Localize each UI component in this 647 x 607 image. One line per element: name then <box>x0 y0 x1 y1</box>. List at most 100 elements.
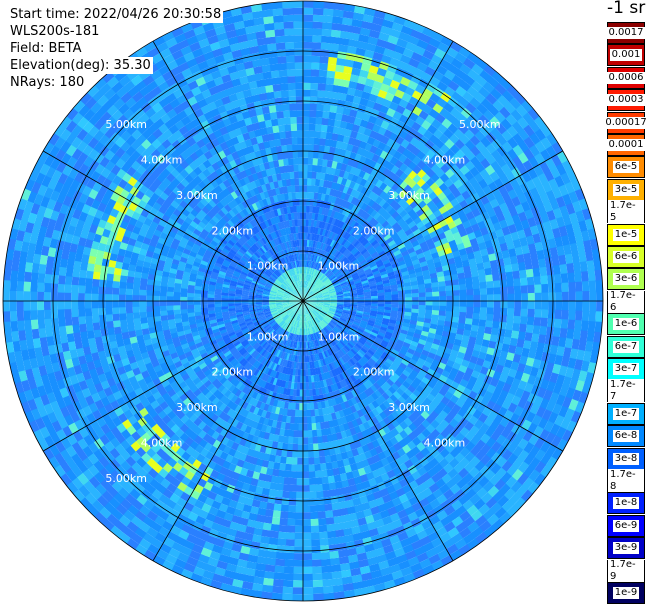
range-gate-cell <box>322 251 327 259</box>
range-gate-cell <box>352 12 365 22</box>
range-gate-cell <box>291 457 298 465</box>
range-gate-cell <box>556 245 565 257</box>
range-gate-cell <box>559 328 568 339</box>
range-gate-cell <box>375 187 384 197</box>
range-gate-cell <box>332 126 341 135</box>
range-gate-cell <box>460 340 469 349</box>
range-gate-cell <box>410 212 420 222</box>
range-gate-cell <box>424 221 434 230</box>
range-gate-cell <box>345 275 353 281</box>
range-gate-cell <box>385 204 394 213</box>
range-gate-cell <box>431 196 442 206</box>
range-gate-cell <box>391 304 399 308</box>
range-gate-cell <box>303 116 310 124</box>
range-gate-cell <box>308 292 314 297</box>
range-gate-cell <box>303 82 312 90</box>
range-gate-cell <box>396 339 405 346</box>
range-gate-cell <box>568 378 579 391</box>
range-gate-cell <box>297 444 303 452</box>
range-gate-cell <box>435 329 444 336</box>
range-gate-cell <box>306 288 310 295</box>
range-gate-cell <box>383 285 391 290</box>
range-gate-cell <box>341 286 349 290</box>
range-gate-cell <box>366 225 375 233</box>
range-gate-cell <box>404 308 412 313</box>
range-gate-cell <box>591 248 601 261</box>
range-gate-cell <box>520 277 528 287</box>
range-gate-cell <box>489 334 498 343</box>
range-gate-cell <box>378 267 387 274</box>
range-gate-cell <box>307 260 311 268</box>
range-gate-cell <box>322 22 333 30</box>
range-gate-cell <box>318 221 323 229</box>
range-gate-cell <box>367 182 376 192</box>
range-gate-cell <box>350 196 358 205</box>
range-gate-cell <box>311 48 322 57</box>
range-gate-cell <box>564 253 574 265</box>
range-gate-cell <box>596 301 604 313</box>
range-gate-cell <box>335 243 342 251</box>
range-gate-cell <box>336 57 347 67</box>
range-gate-cell <box>505 199 515 210</box>
range-gate-cell <box>319 62 329 71</box>
range-gate-cell <box>379 326 388 332</box>
range-gate-cell <box>594 269 603 282</box>
range-gate-cell <box>587 228 597 241</box>
range-gate-cell <box>312 593 324 601</box>
range-gate-cell <box>309 247 313 254</box>
range-gate-cell <box>416 178 426 188</box>
range-gate-cell <box>309 295 316 299</box>
range-gate-cell <box>314 185 320 193</box>
range-gate-cell <box>471 63 485 76</box>
range-gate-cell <box>330 571 342 580</box>
range-gate-cell <box>307 290 313 296</box>
range-gate-cell <box>510 109 523 122</box>
range-gate-cell <box>534 284 542 294</box>
range-gate-cell <box>369 312 377 317</box>
range-gate-cell <box>398 297 406 302</box>
range-gate-cell <box>351 19 364 28</box>
range-gate-cell <box>283 559 294 567</box>
range-gate-cell <box>440 91 452 103</box>
range-gate-cell <box>383 212 392 221</box>
range-gate-cell <box>304 253 307 261</box>
range-gate-cell <box>318 531 328 540</box>
range-gate-cell <box>357 200 365 209</box>
range-gate-cell <box>366 272 374 278</box>
range-gate-cell <box>461 234 470 244</box>
range-gate-cell <box>415 271 424 278</box>
range-gate-cell <box>298 416 303 424</box>
range-gate-cell <box>409 276 418 283</box>
range-gate-cell <box>333 269 340 275</box>
range-gate-cell <box>358 256 366 263</box>
range-gate-cell <box>344 129 353 138</box>
range-gate-cell <box>305 267 308 274</box>
range-gate-cell <box>568 282 576 293</box>
range-gate-cell <box>397 198 407 207</box>
range-gate-cell <box>510 231 520 242</box>
range-gate-cell <box>302 437 308 445</box>
range-gate-cell <box>309 301 317 302</box>
range-gate-cell <box>344 201 352 210</box>
range-gate-cell <box>391 22 404 33</box>
range-gate-cell <box>321 186 328 195</box>
range-gate-cell <box>313 8 325 16</box>
range-gate-cell <box>555 374 566 386</box>
range-gate-cell <box>459 289 467 296</box>
range-gate-cell <box>548 292 556 302</box>
range-gate-cell <box>582 350 592 363</box>
range-gate-cell <box>336 190 343 199</box>
range-gate-cell <box>376 262 385 268</box>
range-gate-cell <box>473 288 481 296</box>
range-gate-cell <box>330 277 337 282</box>
range-gate-cell <box>356 40 368 50</box>
range-gate-cell <box>337 236 343 244</box>
range-gate-cell <box>305 281 308 288</box>
range-gate-cell <box>418 301 426 306</box>
range-gate-cell <box>472 312 480 320</box>
range-gate-cell <box>496 335 505 345</box>
range-gate-cell <box>568 310 576 321</box>
range-gate-cell <box>582 301 590 312</box>
range-gate-cell <box>333 119 342 128</box>
range-gate-cell <box>425 287 433 293</box>
